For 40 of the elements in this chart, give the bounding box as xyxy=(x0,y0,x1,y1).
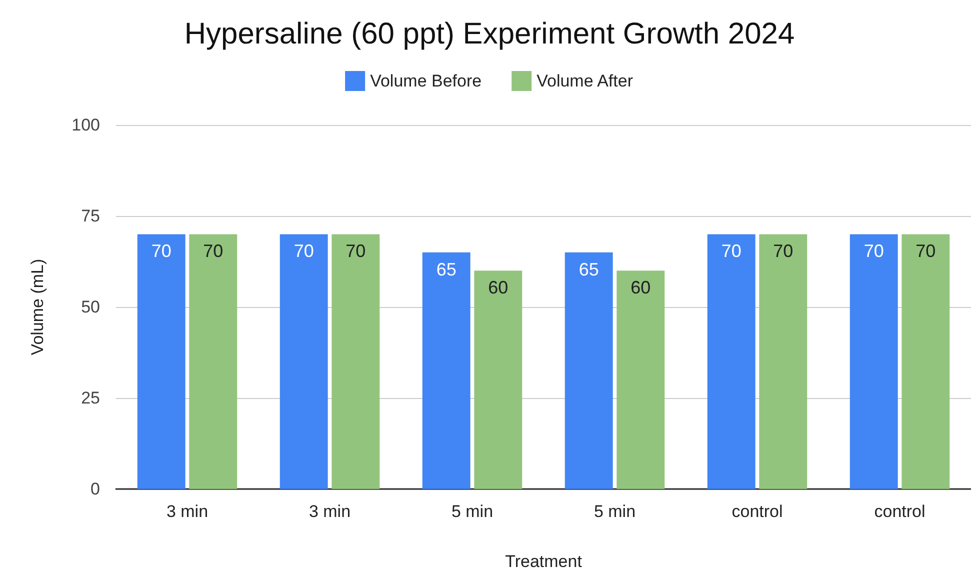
bar xyxy=(902,234,950,489)
x-tick-label: 3 min xyxy=(308,502,351,521)
data-label: 65 xyxy=(578,259,599,280)
y-tick-label: 25 xyxy=(81,388,100,408)
bar xyxy=(422,252,470,489)
x-tick-label: 5 min xyxy=(451,502,494,521)
bar xyxy=(280,234,328,489)
x-tick-label: 3 min xyxy=(166,502,208,521)
chart-title: Hypersaline (60 ppt) Experiment Growth 2024 xyxy=(184,18,795,50)
x-axis-title: Treatment xyxy=(505,552,582,571)
y-tick-label: 0 xyxy=(90,480,100,498)
x-tick-label: control xyxy=(874,502,926,521)
data-label: 70 xyxy=(773,241,794,262)
y-tick-label: 75 xyxy=(81,206,100,226)
data-label: 60 xyxy=(630,278,651,298)
y-tick-label: 100 xyxy=(72,116,100,134)
data-label: 60 xyxy=(488,278,508,298)
data-label: 70 xyxy=(721,241,742,262)
bar xyxy=(189,234,238,489)
bar xyxy=(137,234,186,489)
data-label: 70 xyxy=(151,241,172,262)
bar xyxy=(850,234,898,489)
bar xyxy=(759,234,808,489)
data-label: 70 xyxy=(346,241,366,262)
y-axis-title: Volume (mL) xyxy=(28,258,47,356)
bar xyxy=(564,252,613,489)
data-label: 65 xyxy=(436,259,456,280)
legend-label: Volume Before xyxy=(370,72,482,90)
data-label: 70 xyxy=(203,241,224,262)
x-tick-label: control xyxy=(732,502,783,521)
x-tick-label: 5 min xyxy=(594,502,636,521)
y-tick-label: 50 xyxy=(81,298,100,316)
data-label: 70 xyxy=(864,241,884,262)
bar xyxy=(707,234,756,489)
bar xyxy=(332,234,380,489)
data-label: 70 xyxy=(294,241,314,262)
data-label: 70 xyxy=(916,241,936,262)
legend-label: Volume After xyxy=(536,72,634,90)
bar xyxy=(474,270,522,489)
bar xyxy=(616,270,665,489)
